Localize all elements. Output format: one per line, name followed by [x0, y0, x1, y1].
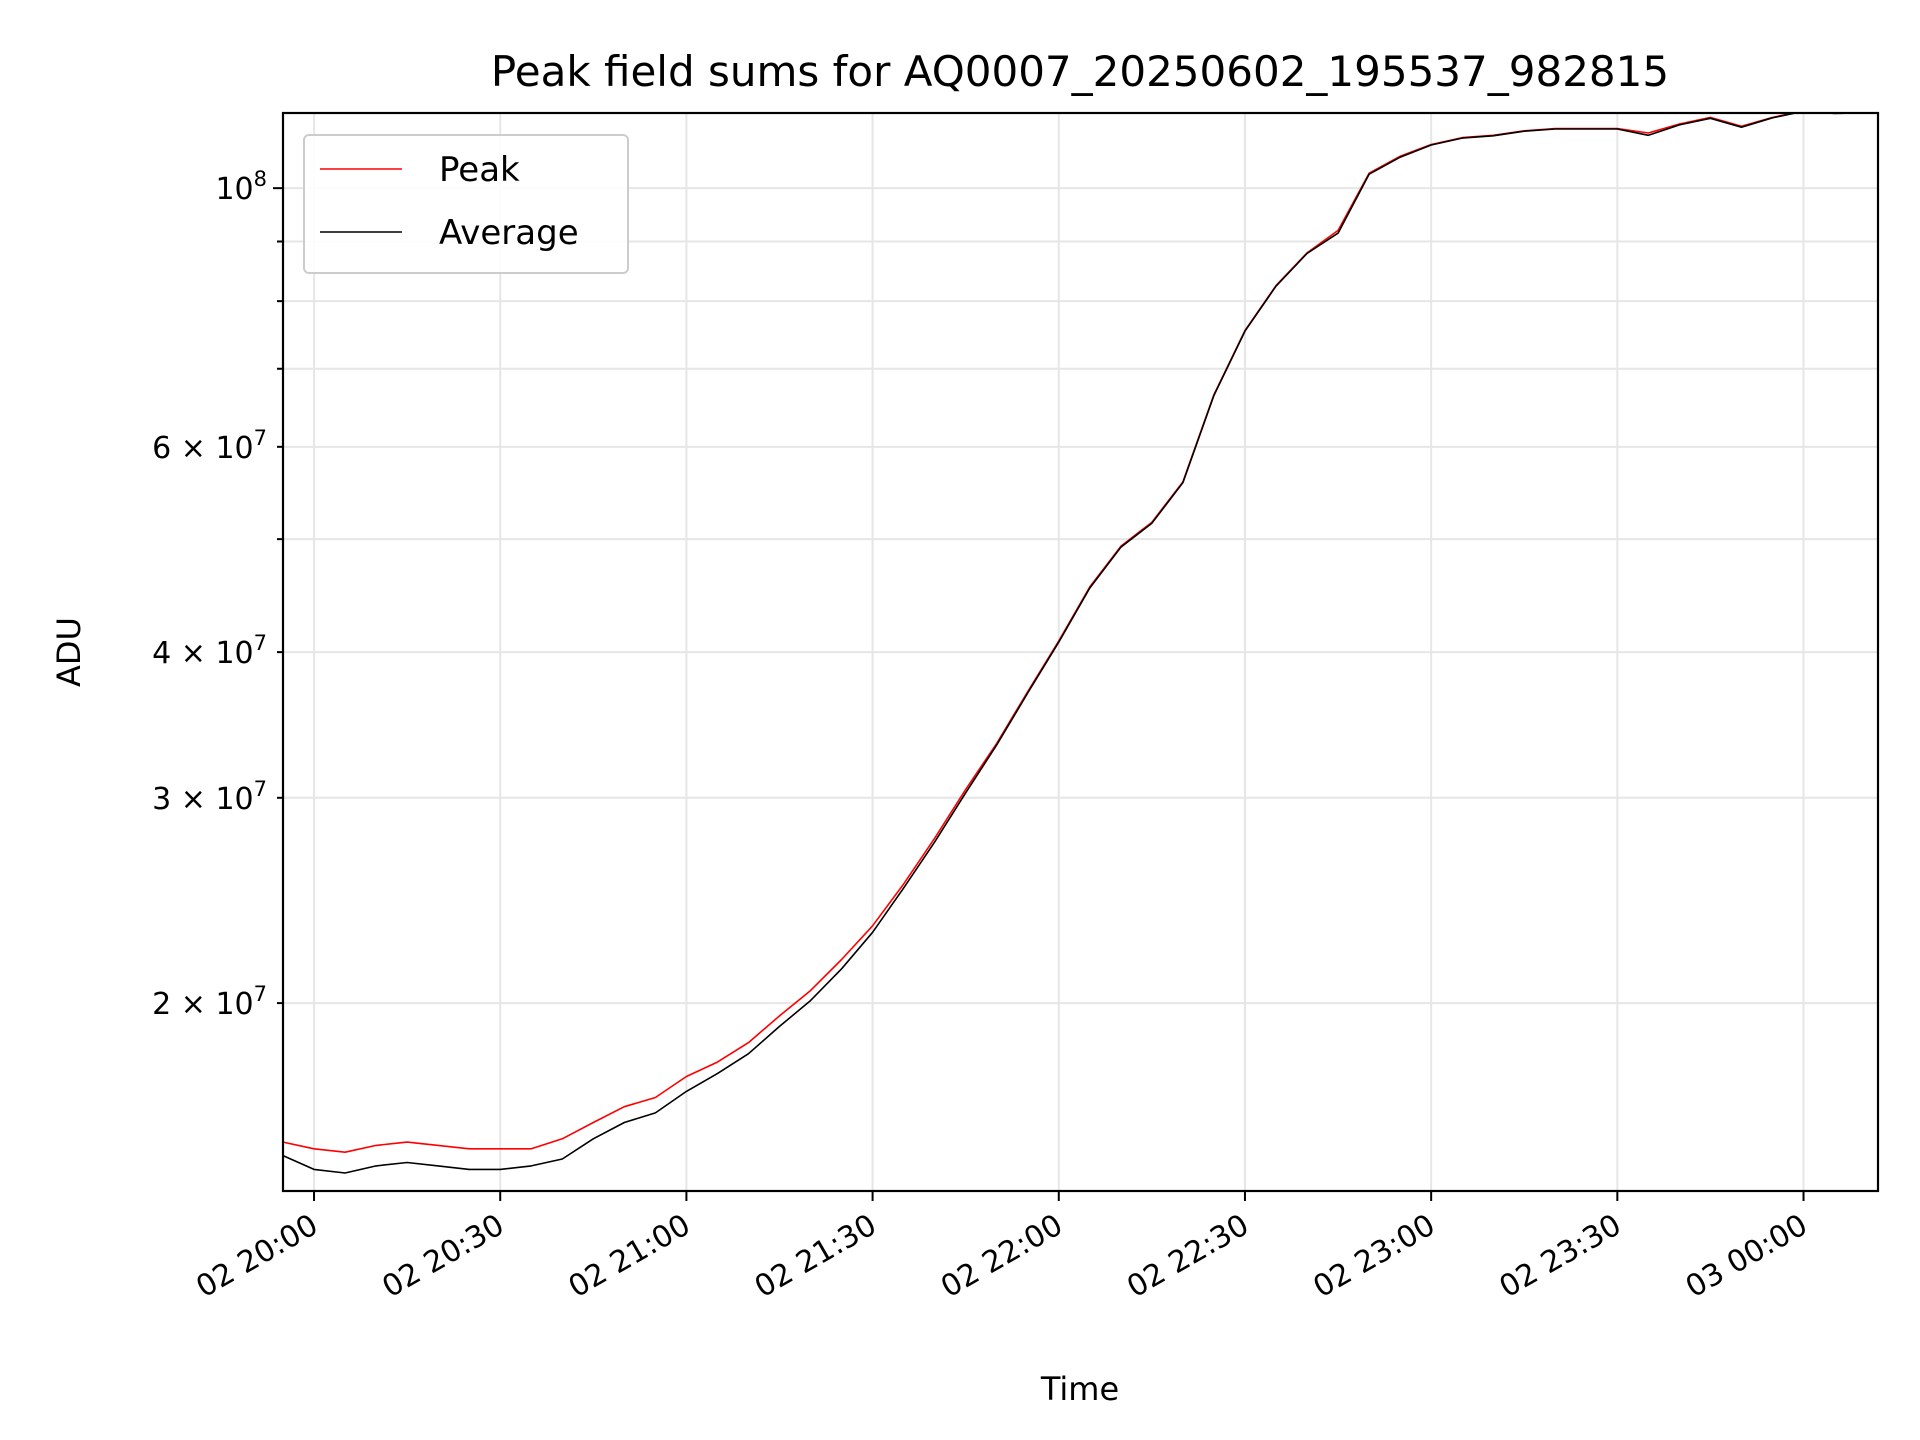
legend-label-average: Average: [439, 213, 579, 253]
y-tick-mantissa: 4: [152, 636, 171, 671]
y-tick-mantissa: 2: [152, 987, 171, 1022]
y-tick-times: ×: [171, 636, 215, 671]
y-tick-times: ×: [171, 782, 215, 817]
legend-label-peak: Peak: [439, 150, 520, 190]
y-tick-mantissa: 6: [152, 431, 171, 466]
y-tick-exponent: 7: [254, 982, 267, 1006]
series-line-average: [283, 113, 1872, 1174]
y-tick-base: 10: [215, 172, 253, 207]
y-tick-times: ×: [171, 987, 215, 1022]
y-tick-label: 108: [215, 167, 267, 207]
chart-title: Peak field sums for AQ0007_20250602_1955…: [491, 47, 1669, 96]
y-tick-label: 4 × 107: [152, 631, 267, 671]
y-tick-label: 2 × 107: [152, 982, 267, 1022]
y-tick-base: 10: [215, 987, 253, 1022]
y-tick-base: 10: [215, 782, 253, 817]
x-axis-title: Time: [1040, 1370, 1119, 1408]
y-axis-title: ADU: [50, 617, 88, 687]
grid-lines: [283, 113, 1878, 1191]
y-tick-base: 10: [215, 636, 253, 671]
y-tick-label: 6 × 107: [152, 426, 267, 466]
y-tick-exponent: 7: [254, 631, 267, 655]
y-tick-mantissa: 3: [152, 782, 171, 817]
y-tick-exponent: 7: [254, 777, 267, 801]
y-tick-base: 10: [215, 431, 253, 466]
y-tick-times: ×: [171, 431, 215, 466]
series-lines: [283, 113, 1872, 1174]
y-tick-label: 3 × 107: [152, 777, 267, 817]
y-tick-exponent: 7: [254, 426, 267, 450]
y-tick-exponent: 8: [254, 167, 267, 191]
legend: Peak Average: [303, 134, 629, 274]
